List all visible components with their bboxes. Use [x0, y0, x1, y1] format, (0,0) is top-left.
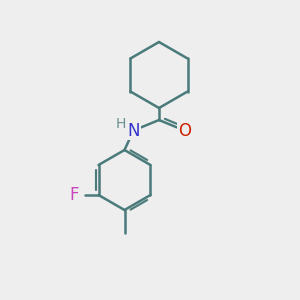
Text: F: F: [70, 186, 79, 204]
Text: H: H: [116, 117, 126, 131]
Text: N: N: [127, 122, 140, 140]
Text: O: O: [178, 122, 191, 140]
